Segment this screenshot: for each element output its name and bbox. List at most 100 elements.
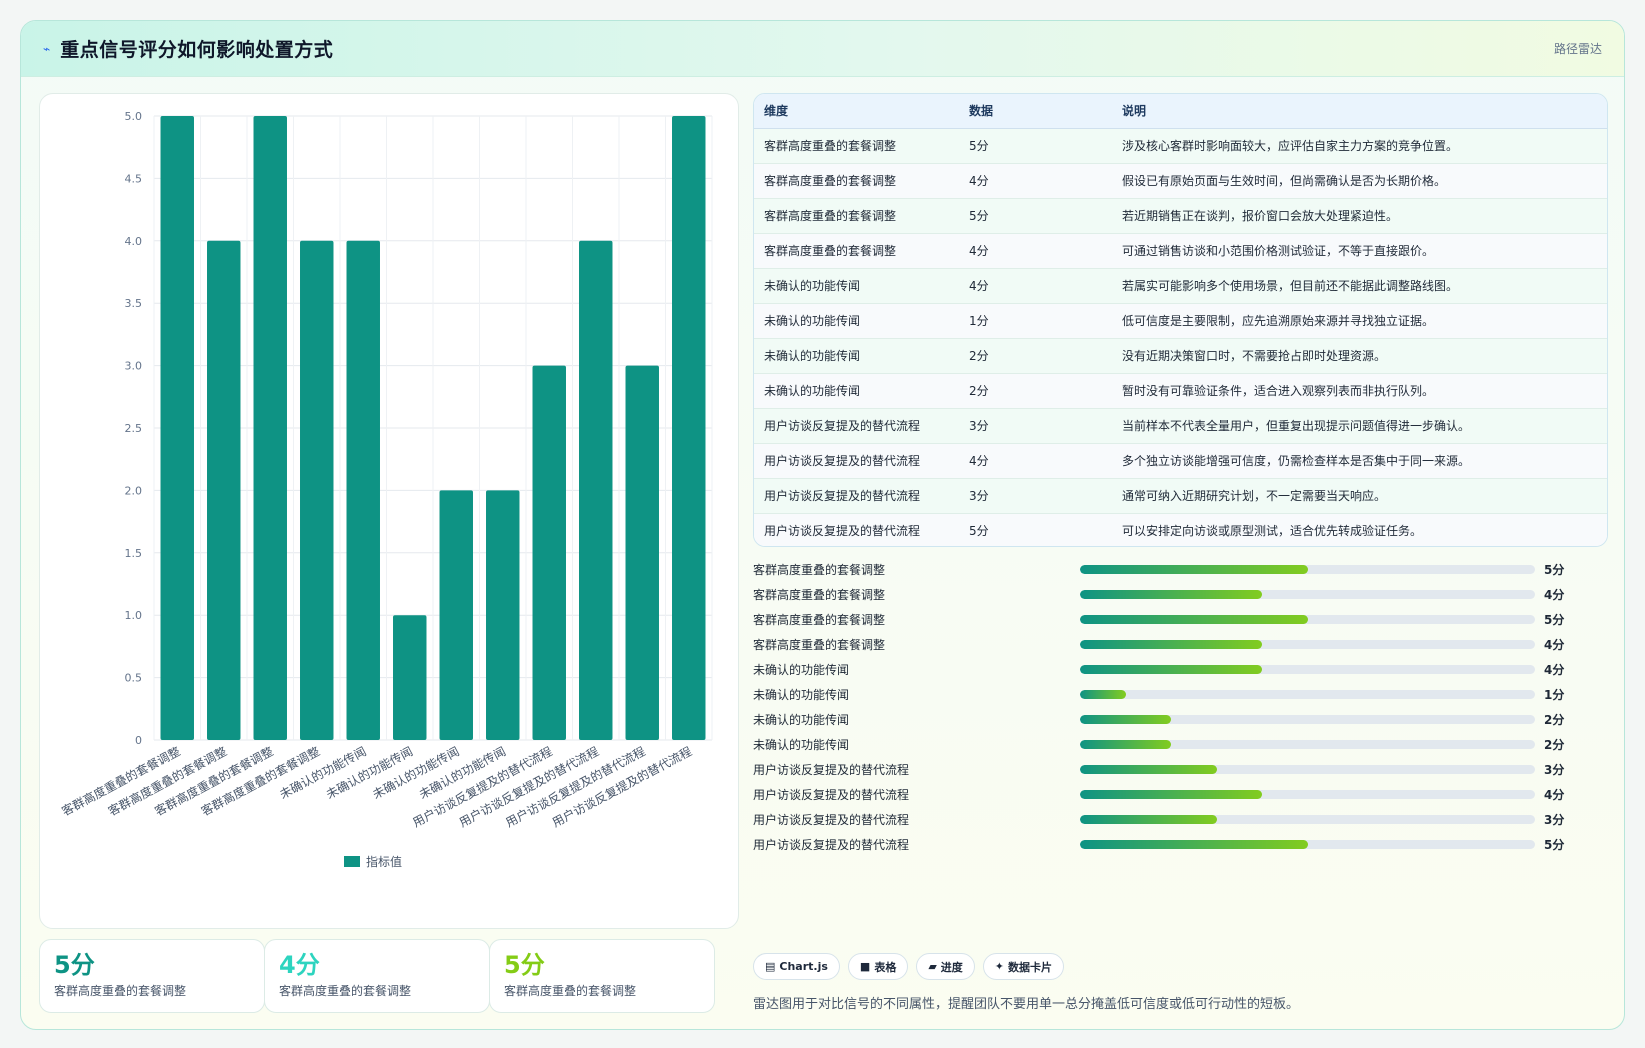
- table-cell-description: 若近期销售正在谈判，报价窗口会放大处理紧迫性。: [1112, 198, 1607, 234]
- table-cell-data: 3分: [959, 478, 1112, 514]
- table-cell-data: 4分: [959, 233, 1112, 269]
- pulse-icon: ⌁: [43, 41, 51, 56]
- progress-track: [1080, 665, 1535, 674]
- table-cell-description: 通常可纳入近期研究计划，不一定需要当天响应。: [1112, 478, 1607, 514]
- table-cell-description: 没有近期决策窗口时，不需要抢占即时处理资源。: [1112, 338, 1607, 374]
- tag-table[interactable]: ■ 表格: [847, 953, 909, 980]
- bar: [439, 490, 473, 740]
- progress-row: 客群高度重叠的套餐调整 4分: [753, 582, 1573, 607]
- tag-label: 表格: [874, 960, 897, 974]
- progress-fill: [1080, 840, 1308, 849]
- table-cell-data: 5分: [959, 128, 1112, 164]
- progress-row: 未确认的功能传闻 1分: [753, 682, 1573, 707]
- table-cell-data: 5分: [959, 198, 1112, 234]
- progress-fill: [1080, 640, 1262, 649]
- data-table: 维度 数据 说明 客群高度重叠的套餐调整 5分 涉及核心客群时影响面较大，应评估自家…: [754, 94, 1607, 546]
- progress-label: 用户访谈反复提及的替代流程: [753, 813, 910, 827]
- main-panel: ⌁ 重点信号评分如何影响处置方式 路径雷达 0 0.5 1.0 1.5 2.0 2.5 3.…: [20, 20, 1625, 1030]
- tag-data-card[interactable]: ✦ 数据卡片: [982, 953, 1065, 980]
- column-header-description: 说明: [1112, 94, 1607, 129]
- table-icon: ■: [859, 960, 871, 973]
- bar: [300, 240, 334, 741]
- table-row: 客群高度重叠的套餐调整 5分 若近期销售正在谈判，报价窗口会放大处理紧迫性。: [754, 198, 1607, 234]
- progress-track: [1080, 840, 1535, 849]
- tag-label: 数据卡片: [1008, 960, 1053, 974]
- progress-fill: [1080, 565, 1308, 574]
- progress-fill: [1080, 590, 1262, 599]
- table-cell-data: 4分: [959, 163, 1112, 199]
- progress-value: 2分: [1544, 713, 1565, 727]
- table-cell-description: 若属实可能影响多个使用场景，但目前还不能据此调整路线图。: [1112, 268, 1607, 304]
- bar: [625, 365, 659, 740]
- y-tick-label: 2.5: [125, 422, 143, 435]
- progress-track: [1080, 790, 1535, 799]
- table-cell-description: 假设已有原始页面与生效时间，但尚需确认是否为长期价格。: [1112, 163, 1607, 199]
- table-row: 未确认的功能传闻 4分 若属实可能影响多个使用场景，但目前还不能据此调整路线图。: [754, 268, 1607, 304]
- table-cell-data: 2分: [959, 338, 1112, 374]
- chart-icon: ▤: [765, 960, 776, 973]
- bar: [486, 490, 520, 740]
- table-cell-dimension: 客群高度重叠的套餐调整: [754, 233, 959, 269]
- table-row: 用户访谈反复提及的替代流程 3分 当前样本不代表全量用户，但重复出现提示问题值得进一…: [754, 408, 1607, 444]
- table-cell-description: 当前样本不代表全量用户，但重复出现提示问题值得进一步确认。: [1112, 408, 1607, 444]
- progress-label: 用户访谈反复提及的替代流程: [753, 838, 910, 852]
- y-tick-label: 1.5: [125, 547, 143, 560]
- table-row: 客群高度重叠的套餐调整 5分 涉及核心客群时影响面较大，应评估自家主力方案的竞争位置…: [754, 128, 1607, 164]
- table-header-row: 维度 数据 说明: [754, 94, 1607, 129]
- y-tick-label: 3.5: [125, 297, 143, 310]
- table-cell-dimension: 未确认的功能传闻: [754, 303, 959, 339]
- progress-label: 用户访谈反复提及的替代流程: [753, 788, 910, 802]
- progress-row: 用户访谈反复提及的替代流程 3分: [753, 757, 1573, 782]
- legend-label: 指标值: [366, 854, 402, 869]
- table-cell-description: 可通过销售访谈和小范围价格测试验证，不等于直接跟价。: [1112, 233, 1607, 269]
- bar: [393, 615, 427, 740]
- progress-row: 未确认的功能传闻 2分: [753, 707, 1573, 732]
- progress-track: [1080, 565, 1535, 574]
- progress-label: 客群高度重叠的套餐调整: [753, 613, 886, 627]
- progress-label: 未确认的功能传闻: [753, 688, 850, 702]
- bar-chart-card: 0 0.5 1.0 1.5 2.0 2.5 3.0 3.5 4.0 4.5 5.0 客群高度重叠的套餐…: [39, 93, 739, 929]
- progress-track: [1080, 615, 1535, 624]
- progress-row: 客群高度重叠的套餐调整 4分: [753, 632, 1573, 657]
- progress-track: [1080, 590, 1535, 599]
- progress-label: 未确认的功能传闻: [753, 713, 850, 727]
- progress-value: 4分: [1544, 663, 1565, 677]
- y-tick-label: 2.0: [125, 484, 143, 497]
- table-row: 未确认的功能传闻 2分 没有近期决策窗口时，不需要抢占即时处理资源。: [754, 338, 1607, 374]
- progress-row: 客群高度重叠的套餐调整 5分: [753, 607, 1573, 632]
- progress-icon: ▰: [928, 960, 937, 973]
- progress-label: 客群高度重叠的套餐调整: [753, 563, 886, 577]
- tag-progress[interactable]: ▰ 进度: [916, 953, 975, 980]
- header-right-label: 路径雷达: [1553, 42, 1602, 56]
- y-tick-label: 3.0: [125, 360, 143, 373]
- bar: [160, 116, 194, 740]
- table-cell-dimension: 客群高度重叠的套餐调整: [754, 198, 959, 234]
- y-tick-label: 0.5: [125, 672, 143, 685]
- table-row: 未确认的功能传闻 2分 暂时没有可靠验证条件，适合进入观察列表而非执行队列。: [754, 373, 1607, 409]
- progress-fill: [1080, 765, 1217, 774]
- progress-label: 客群高度重叠的套餐调整: [753, 638, 886, 652]
- table-cell-dimension: 未确认的功能传闻: [754, 268, 959, 304]
- progress-label: 未确认的功能传闻: [753, 738, 850, 752]
- bar-chart: 00.51.01.52.02.53.03.54.04.55.0客群高度重叠的套餐…: [59, 110, 713, 869]
- table-cell-data: 4分: [959, 443, 1112, 479]
- column-header-data: 数据: [959, 94, 1112, 129]
- header-bar: ⌁ 重点信号评分如何影响处置方式 路径雷达: [21, 21, 1624, 77]
- progress-value: 3分: [1544, 763, 1565, 777]
- data-table-card: 维度 数据 说明 客群高度重叠的套餐调整 5分 涉及核心客群时影响面较大，应评估自家…: [753, 93, 1608, 547]
- table-cell-dimension: 用户访谈反复提及的替代流程: [754, 443, 959, 479]
- bar: [346, 240, 380, 741]
- stat-value: 5分: [504, 951, 545, 979]
- table-cell-dimension: 用户访谈反复提及的替代流程: [754, 478, 959, 514]
- table-cell-description: 多个独立访谈能增强可信度，仍需检查样本是否集中于同一来源。: [1112, 443, 1607, 479]
- legend-swatch: [344, 856, 360, 867]
- tag-list: ▤ Chart.js ■ 表格 ▰ 进度 ✦ 数据卡片: [753, 953, 1065, 980]
- table-cell-dimension: 未确认的功能传闻: [754, 338, 959, 374]
- table-cell-data: 2分: [959, 373, 1112, 409]
- progress-row: 用户访谈反复提及的替代流程 5分: [753, 832, 1573, 857]
- progress-fill: [1080, 740, 1171, 749]
- tag-chartjs[interactable]: ▤ Chart.js: [753, 953, 840, 980]
- table-cell-dimension: 客群高度重叠的套餐调整: [754, 128, 959, 164]
- y-tick-label: 5.0: [125, 110, 143, 123]
- stat-label: 客群高度重叠的套餐调整: [504, 984, 637, 998]
